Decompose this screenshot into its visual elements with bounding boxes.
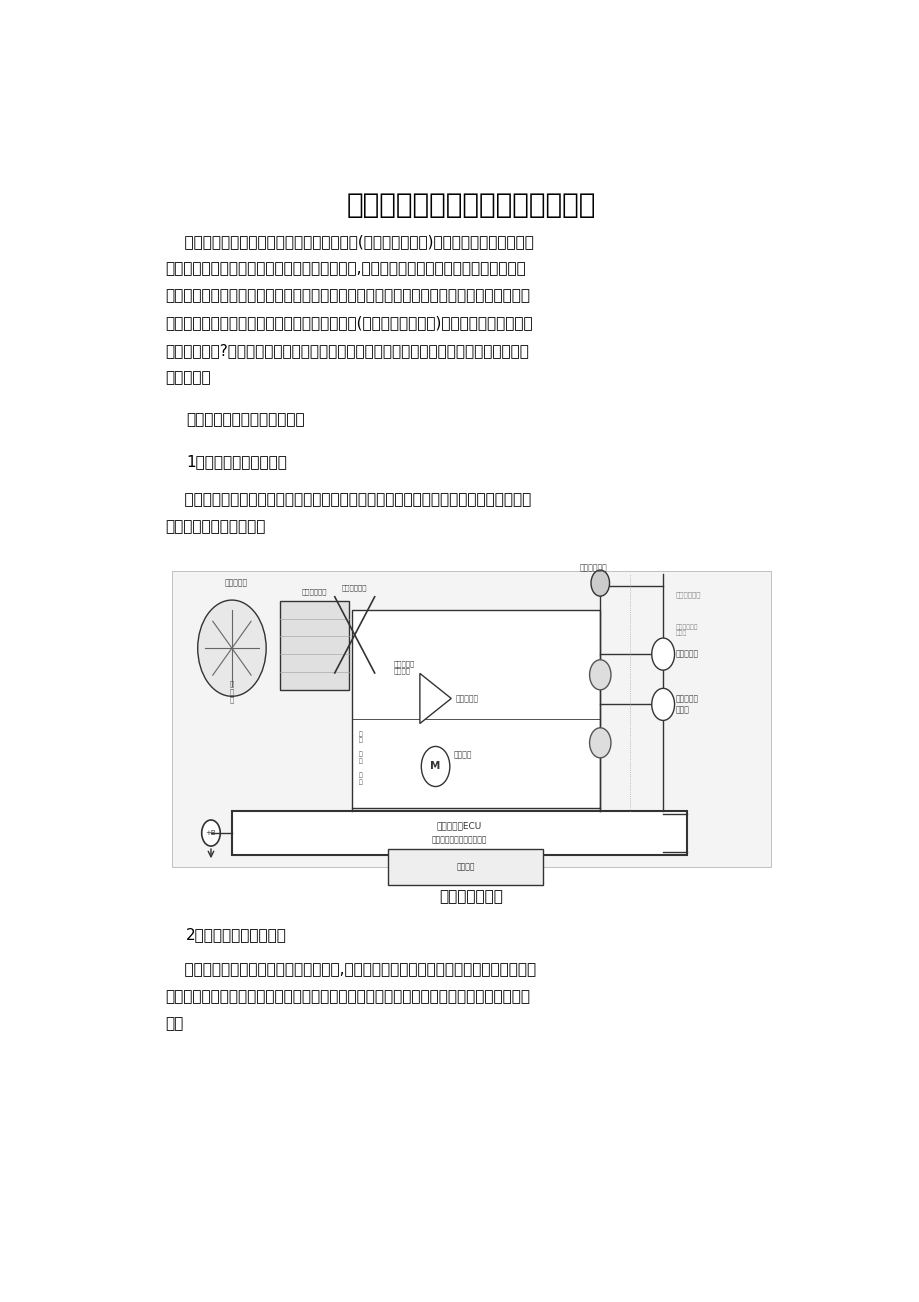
Text: 伺服马达: 伺服马达 <box>453 750 471 759</box>
Text: 身的各个系统中负担着信息的采集和传输的功能,汽车各个系统的控制过程正是依靠传感器: 身的各个系统中负担着信息的采集和传输的功能,汽车各个系统的控制过程正是依靠传感器 <box>165 262 525 276</box>
Circle shape <box>198 600 266 697</box>
Text: 送风机马达: 送风机马达 <box>224 578 247 587</box>
Text: 蒸发器散热器: 蒸发器散热器 <box>301 589 326 595</box>
Text: 空调器控制ECU: 空调器控制ECU <box>437 822 482 831</box>
Text: 压缩机控制原理: 压缩机控制原理 <box>439 889 503 904</box>
Text: 空气混合风扇: 空气混合风扇 <box>342 583 367 591</box>
Bar <box>279 600 348 690</box>
Bar <box>172 572 770 867</box>
Text: 阻大，温度高时电阻小。: 阻大，温度高时电阻小。 <box>165 519 265 534</box>
Circle shape <box>421 746 449 786</box>
Circle shape <box>651 638 674 671</box>
Circle shape <box>589 660 610 690</box>
Circle shape <box>651 689 674 720</box>
Bar <box>232 811 686 855</box>
Circle shape <box>590 570 609 596</box>
Text: 空气混合阀
马达总成: 空气混合阀 马达总成 <box>393 660 414 674</box>
Text: （装在空调器控制器件内）: （装在空调器控制器件内） <box>431 836 487 845</box>
Text: 如何工作的呢?小编通过搜集整理资料，对应用在汽车不同控制系统的传感器原理作了简单: 如何工作的呢?小编通过搜集整理资料，对应用在汽车不同控制系统的传感器原理作了简单 <box>165 342 528 358</box>
Text: 控制面板: 控制面板 <box>456 862 474 871</box>
Text: 暖
风: 暖 风 <box>358 751 362 764</box>
Text: 分析总结。: 分析总结。 <box>165 370 210 385</box>
Bar <box>351 609 599 809</box>
Text: 冷
气: 冷 气 <box>358 730 362 743</box>
Text: 器。: 器。 <box>165 1017 183 1031</box>
Text: 车外温传感器: 车外温传感器 <box>675 591 700 598</box>
Text: 位置传感器: 位置传感器 <box>455 694 478 703</box>
Text: 车传感器在汽车电子控制中有着非常重要的作用(汽车传感器的作用)。那么，这些传感器是: 车传感器在汽车电子控制中有着非常重要的作用(汽车传感器的作用)。那么，这些传感器… <box>165 315 532 331</box>
Text: 蒸发器温度
传感器: 蒸发器温度 传感器 <box>675 695 698 713</box>
Text: +B: +B <box>206 831 216 836</box>
Text: 1、车外温度传感器原理: 1、车外温度传感器原理 <box>186 454 287 469</box>
Bar <box>387 849 543 885</box>
Text: 水温传感器: 水温传感器 <box>675 650 698 659</box>
Text: 并以空气管连接到空调通风管上，当气流迅速通过时，产生的真空将空气引经车内温度传感: 并以空气管连接到空调通风管上，当气流迅速通过时，产生的真空将空气引经车内温度传感 <box>165 990 529 1004</box>
Text: 车内温度传感器同样采用热敏电阻材料,具有负温度系数特性。一般安装在仪表盘下方，: 车内温度传感器同样采用热敏电阻材料,具有负温度系数特性。一般安装在仪表盘下方， <box>165 962 536 978</box>
Text: M: M <box>430 762 440 772</box>
Circle shape <box>201 820 220 846</box>
Text: 2、车内温度传感器原理: 2、车内温度传感器原理 <box>186 927 287 943</box>
Text: 及时识别外界变化和系统本身的变化，再根据变化的信息去控制系统本身的工作的。因此汽: 及时识别外界变化和系统本身的变化，再根据变化的信息去控制系统本身的工作的。因此汽 <box>165 289 529 303</box>
Text: 不同位置上汽车传感器原理及应用: 不同位置上汽车传感器原理及应用 <box>346 191 596 219</box>
Text: 不同位置汽车传感器原理介绍: 不同位置汽车传感器原理介绍 <box>186 411 304 427</box>
Text: 车外温度传感器一般以热敏电阻制成，当车外温度变化时其电阻发生改变。温度低时电: 车外温度传感器一般以热敏电阻制成，当车外温度变化时其电阻发生改变。温度低时电 <box>165 492 530 506</box>
Text: 换
气: 换 气 <box>358 772 362 785</box>
Text: 太阳能传感器: 太阳能传感器 <box>579 564 607 573</box>
Text: 方蒸发器温度
传感器: 方蒸发器温度 传感器 <box>675 625 698 637</box>
Polygon shape <box>419 673 450 724</box>
Text: 随着汽车电子技术的不断发展，汽车传感器(汽车传感器类型)在汽车发动机、底盘和车: 随着汽车电子技术的不断发展，汽车传感器(汽车传感器类型)在汽车发动机、底盘和车 <box>165 234 533 250</box>
Circle shape <box>589 728 610 758</box>
Text: 散
发
器: 散 发 器 <box>230 681 233 703</box>
